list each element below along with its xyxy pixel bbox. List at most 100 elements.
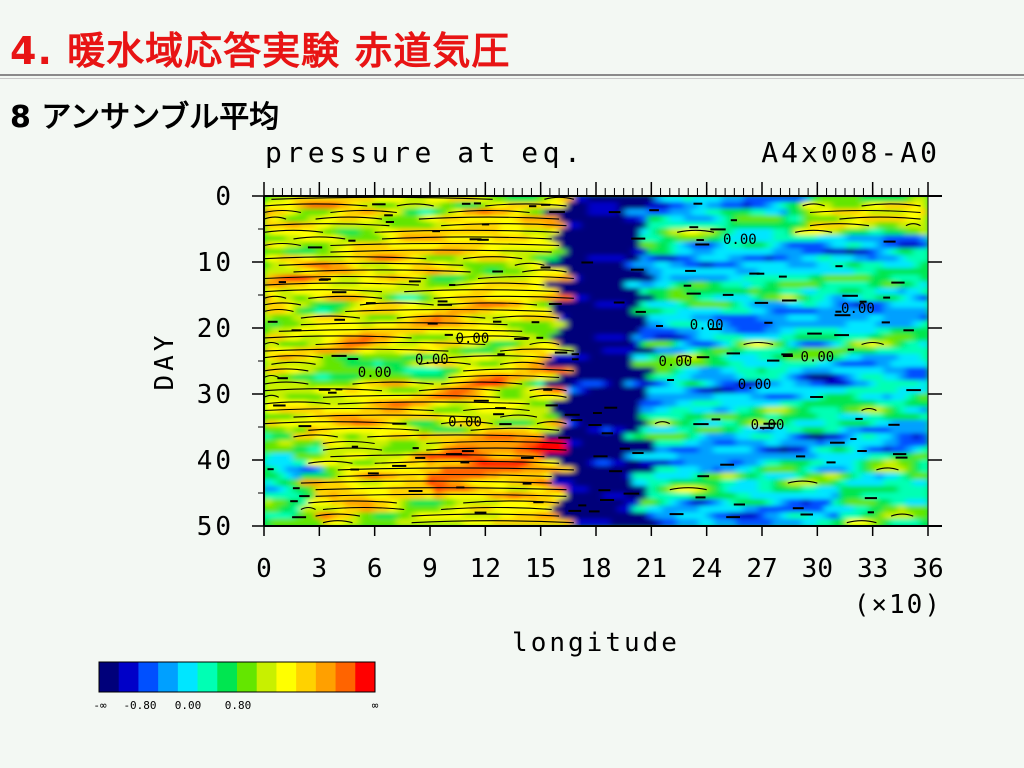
heatmap-cell	[307, 386, 317, 395]
heatmap-cell	[551, 400, 560, 408]
heatmap-cell	[477, 196, 486, 204]
heatmap-cell	[315, 512, 324, 520]
heatmap-cell	[307, 367, 317, 375]
heatmap-cell	[440, 254, 449, 263]
heatmap-cell	[440, 446, 449, 454]
contour-line	[345, 308, 552, 313]
heatmap-cell	[396, 202, 405, 210]
heatmap-cell	[477, 452, 486, 461]
heatmap-cell	[374, 492, 383, 501]
heatmap-cell	[374, 196, 383, 204]
heatmap-cell	[388, 287, 398, 296]
heatmap-cell	[558, 196, 567, 204]
heatmap-cell	[359, 393, 368, 402]
heatmap-cell	[366, 221, 376, 230]
heatmap-cell	[743, 373, 752, 382]
heatmap-cell	[307, 235, 317, 243]
heatmap-cell	[433, 512, 442, 520]
colorbar-label: ∞	[372, 699, 379, 712]
heatmap-cell	[691, 307, 700, 316]
heatmap-cell	[647, 446, 656, 454]
heatmap-cell	[794, 492, 804, 501]
heatmap-cell	[868, 334, 877, 342]
heatmap-cell	[728, 518, 737, 526]
heatmap-cell	[565, 320, 575, 329]
heatmap-cell	[728, 353, 737, 362]
heatmap-cell	[720, 439, 730, 448]
heatmap-cell	[484, 373, 494, 382]
heatmap-cell	[411, 221, 420, 230]
heatmap-cell	[920, 301, 928, 309]
heatmap-cell	[802, 452, 811, 461]
heatmap-cell	[743, 268, 752, 276]
heatmap-cell	[654, 512, 663, 520]
heatmap-cell	[588, 241, 597, 250]
heatmap-cell	[890, 386, 899, 395]
heatmap-cell	[366, 268, 376, 276]
heatmap-cell	[713, 228, 722, 237]
heatmap-cell	[838, 400, 848, 408]
heatmap-cell	[632, 287, 641, 296]
heatmap-cell	[920, 294, 928, 303]
heatmap-cell	[831, 406, 840, 415]
heatmap-cell	[278, 499, 287, 507]
heatmap-cell	[698, 215, 708, 223]
heatmap-cell	[720, 479, 730, 487]
heatmap-cell	[396, 472, 405, 481]
heatmap-cell	[344, 254, 354, 263]
heatmap-cell	[352, 347, 361, 355]
heatmap-cell	[743, 274, 752, 283]
heatmap-cell	[352, 228, 361, 237]
heatmap-cell	[588, 485, 597, 494]
heatmap-cell	[853, 340, 863, 349]
heatmap-cell	[831, 452, 840, 461]
heatmap-cell	[477, 261, 486, 270]
heatmap-cell	[425, 320, 435, 329]
heatmap-cell	[506, 248, 516, 256]
heatmap-cell	[278, 466, 287, 474]
heatmap-cell	[625, 426, 634, 435]
heatmap-cell	[529, 367, 538, 375]
heatmap-cell	[499, 439, 508, 448]
heatmap-cell	[698, 301, 708, 309]
heatmap-cell	[661, 499, 671, 507]
heatmap-cell	[787, 367, 796, 375]
heatmap-cell	[787, 413, 796, 421]
heatmap-cell	[580, 380, 590, 388]
heatmap-cell	[536, 419, 545, 428]
heatmap-cell	[396, 367, 405, 375]
heatmap-cell	[521, 373, 531, 382]
heatmap-cell	[816, 202, 826, 210]
heatmap-cell	[794, 466, 804, 474]
colorbar-swatch	[197, 662, 218, 692]
heatmap-cell	[484, 221, 494, 230]
heatmap-cell	[728, 202, 737, 210]
heatmap-cell	[639, 367, 649, 375]
heatmap-cell	[411, 492, 420, 501]
heatmap-cell	[447, 485, 457, 494]
heatmap-cell	[735, 274, 745, 283]
heatmap-cell	[787, 426, 796, 435]
heatmap-cell	[536, 406, 545, 415]
heatmap-cell	[853, 479, 863, 487]
heatmap-cell	[411, 347, 420, 355]
heatmap-cell	[278, 248, 287, 256]
heatmap-cell	[625, 499, 634, 507]
heatmap-cell	[912, 334, 922, 342]
heatmap-cell	[831, 466, 840, 474]
heatmap-cell	[580, 196, 590, 204]
heatmap-cell	[580, 433, 590, 441]
heatmap-cell	[381, 393, 390, 402]
heatmap-cell	[676, 518, 686, 526]
heatmap-cell	[838, 221, 848, 230]
heatmap-cell	[625, 228, 634, 237]
heatmap-cell	[270, 485, 280, 494]
heatmap-cell	[403, 301, 413, 309]
heatmap-cell	[861, 466, 870, 474]
heatmap-cell	[625, 254, 634, 263]
heatmap-cell	[543, 499, 553, 507]
heatmap-cell	[300, 241, 309, 250]
heatmap-cell	[543, 380, 553, 388]
contour-line	[330, 454, 545, 458]
heatmap-cell	[573, 294, 582, 303]
